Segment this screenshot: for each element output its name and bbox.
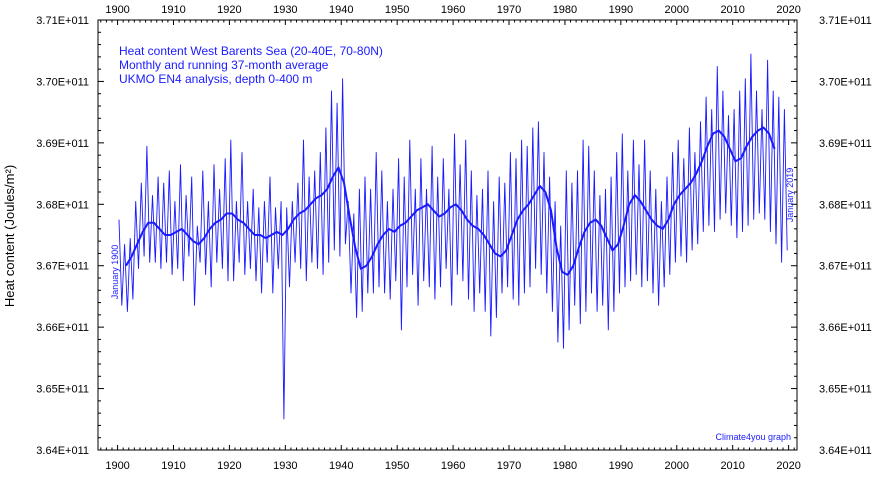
x-tick-label-bottom: 1920 xyxy=(217,460,241,472)
y-tick-label-left: 3.70E+011 xyxy=(36,76,89,88)
y-tick-label-right: 3.71E+011 xyxy=(819,15,872,27)
x-tick-label-top: 2020 xyxy=(776,4,800,16)
monthly-line xyxy=(118,53,788,420)
x-tick-label-bottom: 2000 xyxy=(665,460,689,472)
x-tick-label-bottom: 1930 xyxy=(273,460,297,472)
y-tick-label-left: 3.68E+011 xyxy=(36,199,89,211)
x-tick-label-top: 1910 xyxy=(161,4,185,16)
credit-label: Climate4you graph xyxy=(715,432,791,442)
y-axis-label: Heat content (Joules/m²) xyxy=(2,165,17,307)
x-tick-label-top: 1980 xyxy=(553,4,577,16)
x-tick-label-top: 2000 xyxy=(665,4,689,16)
chart-title-line-2: Monthly and running 37-month average xyxy=(119,58,329,72)
x-tick-label-bottom: 2010 xyxy=(720,460,744,472)
x-tick-label-top: 1940 xyxy=(329,4,353,16)
x-tick-label-top: 1920 xyxy=(217,4,241,16)
x-tick-label-top: 1930 xyxy=(273,4,297,16)
x-tick-label-bottom: 1980 xyxy=(553,460,577,472)
y-axis-ticks: 3.64E+011 3.64E+011 3.65E+011 3.65E+011 3.66… xyxy=(36,15,871,457)
x-tick-label-top: 1900 xyxy=(105,4,129,16)
y-tick-label-left: 3.66E+011 xyxy=(36,322,89,334)
x-tick-label-top: 1950 xyxy=(385,4,409,16)
y-tick-label-right: 3.69E+011 xyxy=(819,138,872,150)
x-tick-label-bottom: 1990 xyxy=(609,460,633,472)
chart-title-line-3: UKMO EN4 analysis, depth 0-400 m xyxy=(119,72,312,86)
x-tick-label-top: 1970 xyxy=(497,4,521,16)
start-date-annotation: January 1900 xyxy=(110,245,120,300)
y-tick-label-left: 3.71E+011 xyxy=(36,15,89,27)
y-tick-label-right: 3.65E+011 xyxy=(819,384,872,396)
monthly-series xyxy=(118,53,788,420)
y-tick-label-left: 3.64E+011 xyxy=(36,445,89,457)
y-tick-label-right: 3.64E+011 xyxy=(819,445,872,457)
x-tick-label-bottom: 2020 xyxy=(776,460,800,472)
y-tick-label-right: 3.68E+011 xyxy=(819,199,872,211)
x-tick-label-bottom: 1950 xyxy=(385,460,409,472)
x-tick-label-top: 1960 xyxy=(441,4,465,16)
x-tick-label-bottom: 1970 xyxy=(497,460,521,472)
end-date-annotation: January 2019 xyxy=(785,168,795,223)
x-tick-label-bottom: 1910 xyxy=(161,460,185,472)
running-average-line xyxy=(125,126,776,276)
y-tick-label-right: 3.70E+011 xyxy=(819,76,872,88)
y-tick-label-left: 3.67E+011 xyxy=(36,261,89,273)
x-tick-label-bottom: 1940 xyxy=(329,460,353,472)
y-tick-label-right: 3.67E+011 xyxy=(819,261,872,273)
y-tick-label-left: 3.65E+011 xyxy=(36,384,89,396)
y-tick-label-left: 3.69E+011 xyxy=(36,138,89,150)
y-tick-label-right: 3.66E+011 xyxy=(819,322,872,334)
x-tick-label-top: 1990 xyxy=(609,4,633,16)
x-axis-ticks: 1900 1900 1910 1910 1920 1920 1930 1930 1940 1940… xyxy=(100,4,801,472)
x-tick-label-bottom: 1900 xyxy=(105,460,129,472)
x-tick-label-top: 2010 xyxy=(720,4,744,16)
chart-title-line-1: Heat content West Barents Sea (20-40E, 7… xyxy=(119,44,383,58)
x-tick-label-bottom: 1960 xyxy=(441,460,465,472)
running-average-series xyxy=(125,126,776,276)
